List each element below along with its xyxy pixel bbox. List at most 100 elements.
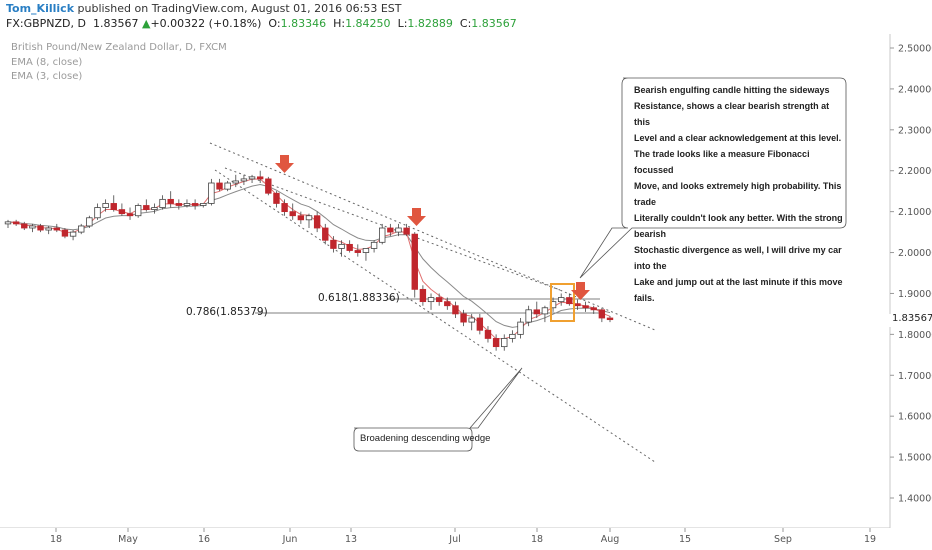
candle-down [590, 307, 597, 311]
y-axis: 2.50000 2.40000 2.30000 2.20000 2.10000 2.000… [890, 44, 932, 505]
candle-up [159, 198, 166, 208]
callout-line: Stochastic divergence as well, I will dr… [634, 245, 842, 271]
candle-up [362, 248, 370, 253]
candle-up [151, 207, 158, 210]
candle-down [435, 297, 443, 303]
last-price-badge: 1.83567 [892, 313, 932, 324]
candle-up [45, 227, 52, 231]
ema3-legend[interactable]: EMA (3, close) [11, 71, 83, 82]
candles [4, 170, 614, 351]
candle-down [566, 297, 573, 305]
candle-down [313, 215, 321, 229]
engulfing-highlight-box [550, 283, 575, 322]
low-value: 1.82889 [407, 17, 453, 30]
y-tick-label: 1.40000 [898, 494, 932, 505]
fib-786-label: 0.786(1.85379) [186, 306, 268, 318]
candle-up [427, 297, 435, 303]
candle-up [501, 338, 508, 348]
signal-arrows [275, 155, 590, 300]
author-link[interactable]: Tom_Killick [6, 2, 75, 15]
symbol-label[interactable]: FX:GBPNZD, D [6, 17, 86, 30]
chart-header: Tom_Killick published on TradingView.com… [0, 0, 932, 34]
candle-down [444, 301, 451, 307]
candle-up [29, 225, 36, 229]
y-tick-label: 1.80000 [898, 330, 932, 341]
y-tick-label: 1.60000 [898, 412, 932, 423]
candle-down [281, 203, 288, 213]
candle-down [476, 317, 484, 331]
change-arrow-icon: ▲ [141, 17, 151, 30]
candle-up [240, 178, 248, 182]
time-axis [0, 528, 932, 550]
x-tick-label: 15 [679, 534, 691, 545]
y-tick-label: 1.50000 [898, 453, 932, 464]
x-tick-label: 18 [531, 534, 543, 545]
y-tick-label: 2.20000 [898, 166, 932, 177]
lower-trendline [214, 169, 656, 463]
candle-up [4, 221, 12, 225]
candle-up [69, 231, 77, 237]
candle-down [598, 309, 606, 319]
candle-down [606, 317, 614, 321]
candle-down [256, 176, 264, 180]
callout-line: Literally couldn't look any better. With… [634, 213, 843, 239]
down-arrow-icon [275, 155, 294, 173]
candle-down [53, 227, 61, 231]
trendlines [209, 142, 656, 463]
y-tick-label: 2.40000 [898, 84, 932, 95]
candle-down [330, 239, 337, 249]
candle-up [232, 180, 239, 184]
candle-up [248, 176, 256, 180]
callout-line: The trade looks like a measure Fibonacci… [634, 149, 810, 175]
candle-down [346, 243, 353, 251]
wedge-label-pointer [469, 367, 523, 429]
candle-up [525, 309, 532, 323]
candle-down [126, 213, 134, 217]
last-price: 1.83567 [92, 17, 139, 30]
callout-line: Level and a clear acknowledgement at thi… [634, 133, 842, 143]
candle-up [468, 317, 475, 323]
y-tick-label: 2.10000 [898, 207, 932, 218]
x-tick-label: May [118, 534, 138, 545]
candle-up [517, 321, 524, 335]
candle-up [338, 243, 345, 249]
candle-up [183, 203, 191, 206]
candle-down [419, 288, 427, 303]
candle-up [86, 217, 93, 227]
x-tick-label: Jun [282, 534, 298, 545]
candle-down [452, 305, 459, 315]
y-tick-label: 2.30000 [898, 125, 932, 136]
candle-down [574, 303, 581, 307]
candle-down [533, 309, 540, 315]
candle-down [12, 221, 20, 225]
close-label: C: [459, 17, 472, 30]
candle-down [411, 233, 418, 290]
analysis-callout-text: Bearish engulfing candle hitting the sid… [634, 82, 844, 306]
down-arrow-icon [571, 282, 590, 300]
chart-title: British Pound/New Zealand Dollar, D, FXC… [11, 42, 227, 53]
published-text: published on TradingView.com, August 01,… [74, 2, 402, 15]
candle-down [460, 313, 467, 323]
candle-down [322, 227, 329, 241]
candle-down [387, 227, 394, 233]
y-tick-label: 2.50000 [898, 44, 932, 55]
wedge-label: Broadening descending wedge [360, 433, 491, 444]
candle-down [37, 225, 44, 231]
candle-down [289, 211, 296, 217]
low-label: L: [397, 17, 408, 30]
candle-down [61, 229, 69, 237]
candle-up [208, 182, 215, 204]
candle-down [216, 182, 223, 190]
upper-trendline [209, 142, 656, 331]
callout-line: Move, and looks extremely high probabili… [634, 181, 842, 207]
x-tick-label: Jul [448, 534, 460, 545]
callout-line: Lake and jump out at the last minute if … [634, 277, 843, 303]
candle-up [509, 333, 516, 339]
open-value: 1.83346 [280, 17, 327, 30]
candle-up [134, 205, 142, 217]
candle-down [297, 215, 305, 221]
candle-up [395, 227, 402, 233]
open-label: O: [268, 17, 281, 30]
ema8-legend[interactable]: EMA (8, close) [11, 57, 83, 68]
